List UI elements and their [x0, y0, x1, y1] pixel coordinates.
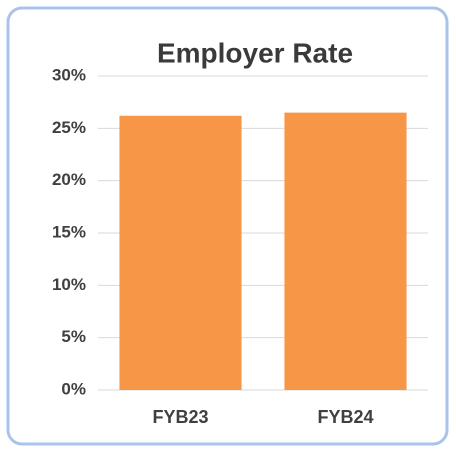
chart-title: Employer Rate	[157, 37, 353, 68]
x-tick-label: FYB23	[152, 407, 208, 427]
bar	[284, 112, 407, 390]
x-tick-label: FYB24	[317, 407, 373, 427]
y-tick-label: 25%	[52, 118, 86, 137]
y-tick-label: 30%	[52, 65, 86, 84]
y-tick-label: 15%	[52, 222, 86, 241]
y-tick-label: 0%	[61, 379, 86, 398]
y-tick-label: 10%	[52, 275, 86, 294]
y-tick-label: 5%	[61, 327, 86, 346]
bar	[119, 115, 242, 391]
y-tick-label: 20%	[52, 170, 86, 189]
